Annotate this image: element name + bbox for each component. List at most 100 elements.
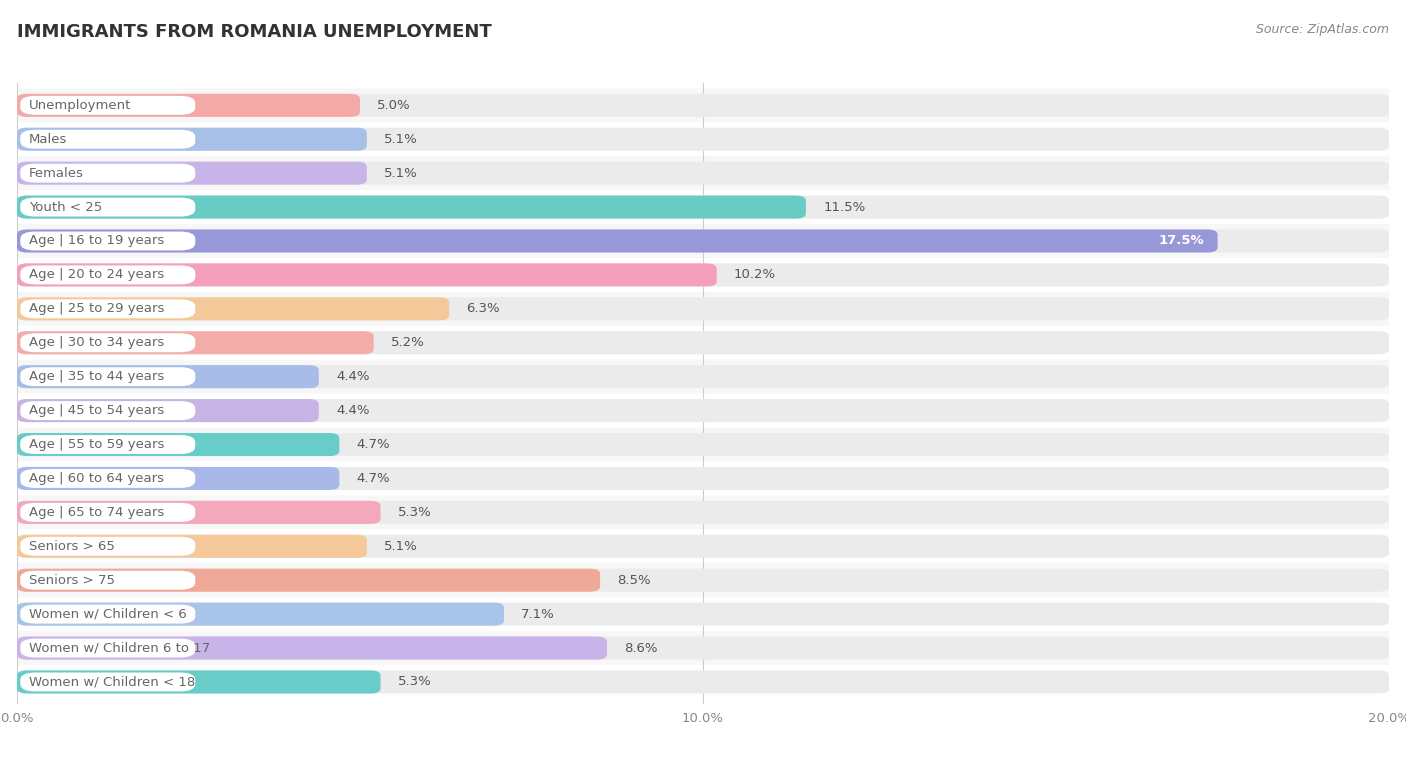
FancyBboxPatch shape (17, 298, 449, 320)
FancyBboxPatch shape (17, 263, 717, 286)
FancyBboxPatch shape (17, 534, 1389, 558)
FancyBboxPatch shape (17, 128, 367, 151)
Text: 5.1%: 5.1% (384, 167, 418, 179)
Text: Women w/ Children < 6: Women w/ Children < 6 (30, 608, 187, 621)
Text: IMMIGRANTS FROM ROMANIA UNEMPLOYMENT: IMMIGRANTS FROM ROMANIA UNEMPLOYMENT (17, 23, 492, 41)
Text: Youth < 25: Youth < 25 (30, 201, 103, 213)
FancyBboxPatch shape (20, 401, 195, 420)
FancyBboxPatch shape (17, 637, 1389, 659)
Text: 5.1%: 5.1% (384, 540, 418, 553)
FancyBboxPatch shape (17, 399, 319, 422)
Text: Age | 45 to 54 years: Age | 45 to 54 years (30, 404, 165, 417)
FancyBboxPatch shape (17, 569, 600, 592)
Text: Seniors > 65: Seniors > 65 (30, 540, 115, 553)
FancyBboxPatch shape (17, 229, 1218, 253)
FancyBboxPatch shape (17, 597, 1389, 631)
FancyBboxPatch shape (20, 672, 195, 691)
Text: Age | 30 to 34 years: Age | 30 to 34 years (30, 336, 165, 349)
FancyBboxPatch shape (17, 467, 339, 490)
FancyBboxPatch shape (17, 332, 374, 354)
FancyBboxPatch shape (20, 96, 195, 115)
Text: 7.1%: 7.1% (522, 608, 555, 621)
FancyBboxPatch shape (20, 232, 195, 251)
FancyBboxPatch shape (17, 462, 1389, 495)
FancyBboxPatch shape (20, 266, 195, 285)
Text: 8.6%: 8.6% (624, 641, 658, 655)
Text: 17.5%: 17.5% (1159, 235, 1204, 248)
Text: Source: ZipAtlas.com: Source: ZipAtlas.com (1256, 23, 1389, 36)
FancyBboxPatch shape (17, 94, 1389, 117)
Text: Women w/ Children 6 to 17: Women w/ Children 6 to 17 (30, 641, 211, 655)
FancyBboxPatch shape (17, 569, 1389, 592)
FancyBboxPatch shape (20, 605, 195, 624)
Text: Age | 55 to 59 years: Age | 55 to 59 years (30, 438, 165, 451)
Text: Age | 25 to 29 years: Age | 25 to 29 years (30, 302, 165, 316)
Text: Females: Females (30, 167, 84, 179)
FancyBboxPatch shape (20, 537, 195, 556)
Text: Age | 60 to 64 years: Age | 60 to 64 years (30, 472, 165, 485)
FancyBboxPatch shape (17, 360, 1389, 394)
Text: 5.2%: 5.2% (391, 336, 425, 349)
Text: 6.3%: 6.3% (467, 302, 501, 316)
FancyBboxPatch shape (17, 190, 1389, 224)
Text: 5.3%: 5.3% (398, 506, 432, 519)
Text: 10.2%: 10.2% (734, 269, 776, 282)
FancyBboxPatch shape (17, 94, 360, 117)
Text: 8.5%: 8.5% (617, 574, 651, 587)
Text: Age | 20 to 24 years: Age | 20 to 24 years (30, 269, 165, 282)
FancyBboxPatch shape (20, 198, 195, 217)
FancyBboxPatch shape (17, 631, 1389, 665)
FancyBboxPatch shape (17, 501, 1389, 524)
FancyBboxPatch shape (17, 433, 339, 456)
FancyBboxPatch shape (17, 433, 1389, 456)
FancyBboxPatch shape (17, 665, 1389, 699)
Text: 4.7%: 4.7% (357, 438, 389, 451)
FancyBboxPatch shape (17, 123, 1389, 156)
FancyBboxPatch shape (17, 529, 1389, 563)
FancyBboxPatch shape (17, 603, 1389, 625)
FancyBboxPatch shape (17, 326, 1389, 360)
FancyBboxPatch shape (17, 263, 1389, 286)
Text: Age | 65 to 74 years: Age | 65 to 74 years (30, 506, 165, 519)
Text: Unemployment: Unemployment (30, 99, 132, 112)
Text: Women w/ Children < 18: Women w/ Children < 18 (30, 675, 195, 688)
FancyBboxPatch shape (20, 299, 195, 318)
FancyBboxPatch shape (17, 128, 1389, 151)
FancyBboxPatch shape (20, 435, 195, 454)
FancyBboxPatch shape (20, 571, 195, 590)
Text: 4.7%: 4.7% (357, 472, 389, 485)
FancyBboxPatch shape (20, 469, 195, 488)
FancyBboxPatch shape (17, 292, 1389, 326)
FancyBboxPatch shape (17, 332, 1389, 354)
FancyBboxPatch shape (17, 428, 1389, 462)
FancyBboxPatch shape (17, 534, 367, 558)
FancyBboxPatch shape (17, 671, 381, 693)
FancyBboxPatch shape (17, 89, 1389, 123)
Text: Age | 35 to 44 years: Age | 35 to 44 years (30, 370, 165, 383)
FancyBboxPatch shape (17, 224, 1389, 258)
FancyBboxPatch shape (17, 156, 1389, 190)
FancyBboxPatch shape (17, 394, 1389, 428)
FancyBboxPatch shape (20, 639, 195, 658)
FancyBboxPatch shape (17, 298, 1389, 320)
FancyBboxPatch shape (20, 503, 195, 522)
FancyBboxPatch shape (17, 195, 806, 219)
Text: 5.1%: 5.1% (384, 132, 418, 146)
FancyBboxPatch shape (17, 399, 1389, 422)
FancyBboxPatch shape (20, 367, 195, 386)
FancyBboxPatch shape (17, 603, 503, 625)
FancyBboxPatch shape (17, 671, 1389, 693)
Text: 4.4%: 4.4% (336, 404, 370, 417)
FancyBboxPatch shape (17, 637, 607, 659)
Text: 5.3%: 5.3% (398, 675, 432, 688)
Text: 5.0%: 5.0% (377, 99, 411, 112)
FancyBboxPatch shape (17, 162, 1389, 185)
FancyBboxPatch shape (17, 229, 1389, 253)
FancyBboxPatch shape (17, 467, 1389, 490)
FancyBboxPatch shape (20, 164, 195, 182)
FancyBboxPatch shape (17, 365, 319, 388)
FancyBboxPatch shape (17, 563, 1389, 597)
FancyBboxPatch shape (17, 258, 1389, 292)
FancyBboxPatch shape (20, 333, 195, 352)
FancyBboxPatch shape (17, 162, 367, 185)
